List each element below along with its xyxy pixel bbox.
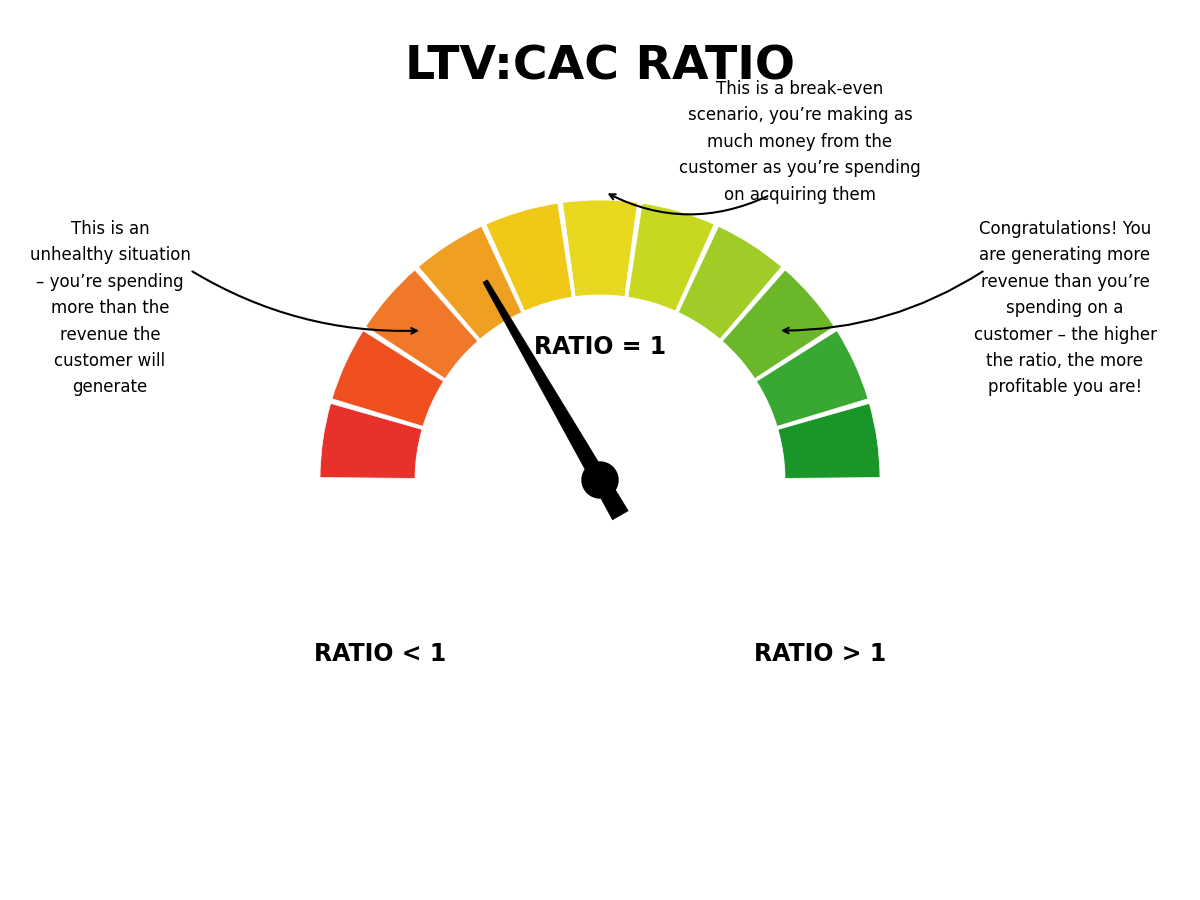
Wedge shape xyxy=(332,330,444,427)
Text: RATIO < 1: RATIO < 1 xyxy=(314,642,446,666)
Wedge shape xyxy=(419,226,522,339)
Wedge shape xyxy=(778,403,880,479)
Wedge shape xyxy=(563,200,637,297)
Wedge shape xyxy=(678,226,781,339)
Text: This is an
unhealthy situation
– you’re spending
more than the
revenue the
custo: This is an unhealthy situation – you’re … xyxy=(30,220,191,396)
Wedge shape xyxy=(320,403,422,479)
Wedge shape xyxy=(722,270,834,379)
Text: RATIO > 1: RATIO > 1 xyxy=(754,642,886,666)
Wedge shape xyxy=(486,203,572,311)
Wedge shape xyxy=(756,330,868,427)
Polygon shape xyxy=(484,280,628,519)
Wedge shape xyxy=(366,270,478,379)
Text: LTV:CAC RATIO: LTV:CAC RATIO xyxy=(406,45,796,90)
Text: This is a break-even
scenario, you’re making as
much money from the
customer as : This is a break-even scenario, you’re ma… xyxy=(679,80,920,203)
Text: RATIO = 1: RATIO = 1 xyxy=(534,335,666,359)
Text: Congratulations! You
are generating more
revenue than you’re
spending on a
custo: Congratulations! You are generating more… xyxy=(973,220,1157,396)
Wedge shape xyxy=(628,203,714,311)
Circle shape xyxy=(416,296,784,664)
Circle shape xyxy=(582,462,618,498)
